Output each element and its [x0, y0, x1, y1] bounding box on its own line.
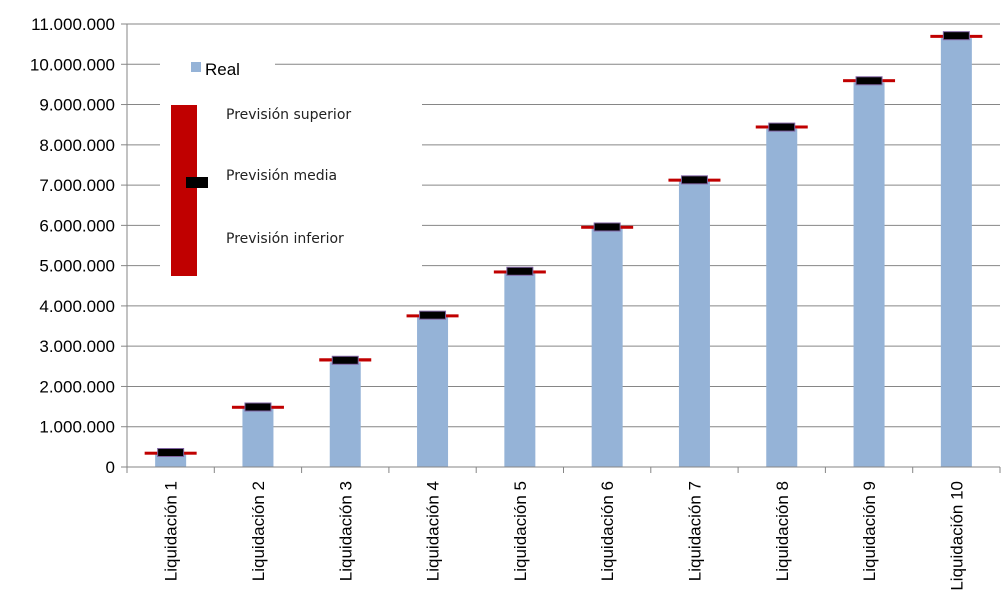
legend-real-swatch: [191, 62, 201, 72]
legend-lower-label: Previsión inferior: [226, 231, 344, 247]
y-tick-label: 8.000.000: [39, 136, 115, 155]
y-tick-label: 11.000.000: [31, 15, 115, 34]
forecast-middle-marker: [593, 222, 621, 232]
y-tick-label: 1.000.000: [39, 418, 115, 437]
y-tick-labels: 0 1.000.000 2.000.000 3.000.000 4.000.000 5.0…: [30, 15, 127, 477]
y-tick-label: 2.000.000: [39, 377, 115, 396]
y-tick-label: 4.000.000: [39, 297, 115, 316]
bars: [155, 38, 972, 468]
forecast-middle-marker: [419, 310, 447, 320]
forecast-middle-marker: [768, 122, 796, 132]
x-tick-label: Liquidación 7: [685, 481, 704, 581]
legend-forecast-middle-swatch: [186, 177, 208, 188]
x-tick-label: Liquidación 10: [947, 481, 966, 591]
forecast-middle-marker: [244, 402, 272, 412]
x-tick-label: Liquidación 3: [336, 481, 355, 581]
y-tick-label: 3.000.000: [39, 337, 115, 356]
y-tick-label: 10.000.000: [30, 55, 115, 74]
bar: [678, 181, 710, 467]
forecast-middle-marker: [942, 31, 970, 41]
y-tick-label: 0: [106, 458, 115, 477]
x-tick-label: Liquidación 9: [860, 481, 879, 581]
y-tick-label: 6.000.000: [39, 216, 115, 235]
legend-real-label: Real: [205, 60, 240, 79]
bar: [940, 38, 972, 467]
axes: [126, 24, 1001, 473]
bar: [417, 315, 449, 467]
forecast-middle-marker: [506, 266, 534, 276]
forecast-middle-marker: [680, 175, 708, 185]
y-tick-label: 9.000.000: [39, 96, 115, 115]
x-tick-labels: Liquidación 1 Liquidación 2 Liquidación 3 L…: [162, 481, 967, 591]
legend-real-bg: [160, 56, 275, 80]
bar: [853, 82, 885, 468]
bar: [766, 128, 798, 467]
forecast-middle-marker: [855, 76, 883, 86]
x-tick-label: Liquidación 2: [249, 481, 268, 581]
bar: [242, 408, 274, 467]
bar: [504, 271, 536, 467]
legend-forecast-range-swatch: [171, 105, 197, 276]
x-tick-label: Liquidación 1: [162, 481, 181, 581]
x-tick-label: Liquidación 8: [773, 481, 792, 581]
forecast-middle-marker: [331, 355, 359, 365]
bar: [591, 227, 623, 467]
x-tick-label: Liquidación 4: [424, 481, 443, 581]
bar: [329, 362, 361, 467]
x-tick-label: Liquidación 5: [511, 481, 530, 581]
y-tick-label: 5.000.000: [39, 257, 115, 276]
y-tick-label: 7.000.000: [39, 176, 115, 195]
legend-upper-label: Previsión superior: [226, 107, 351, 123]
x-tick-label: Liquidación 6: [598, 481, 617, 581]
legend: Real Previsión superior Previsión media …: [160, 56, 422, 280]
forecast-markers: [144, 31, 983, 458]
legend-middle-label: Previsión media: [226, 168, 337, 184]
forecast-middle-marker: [157, 448, 185, 458]
